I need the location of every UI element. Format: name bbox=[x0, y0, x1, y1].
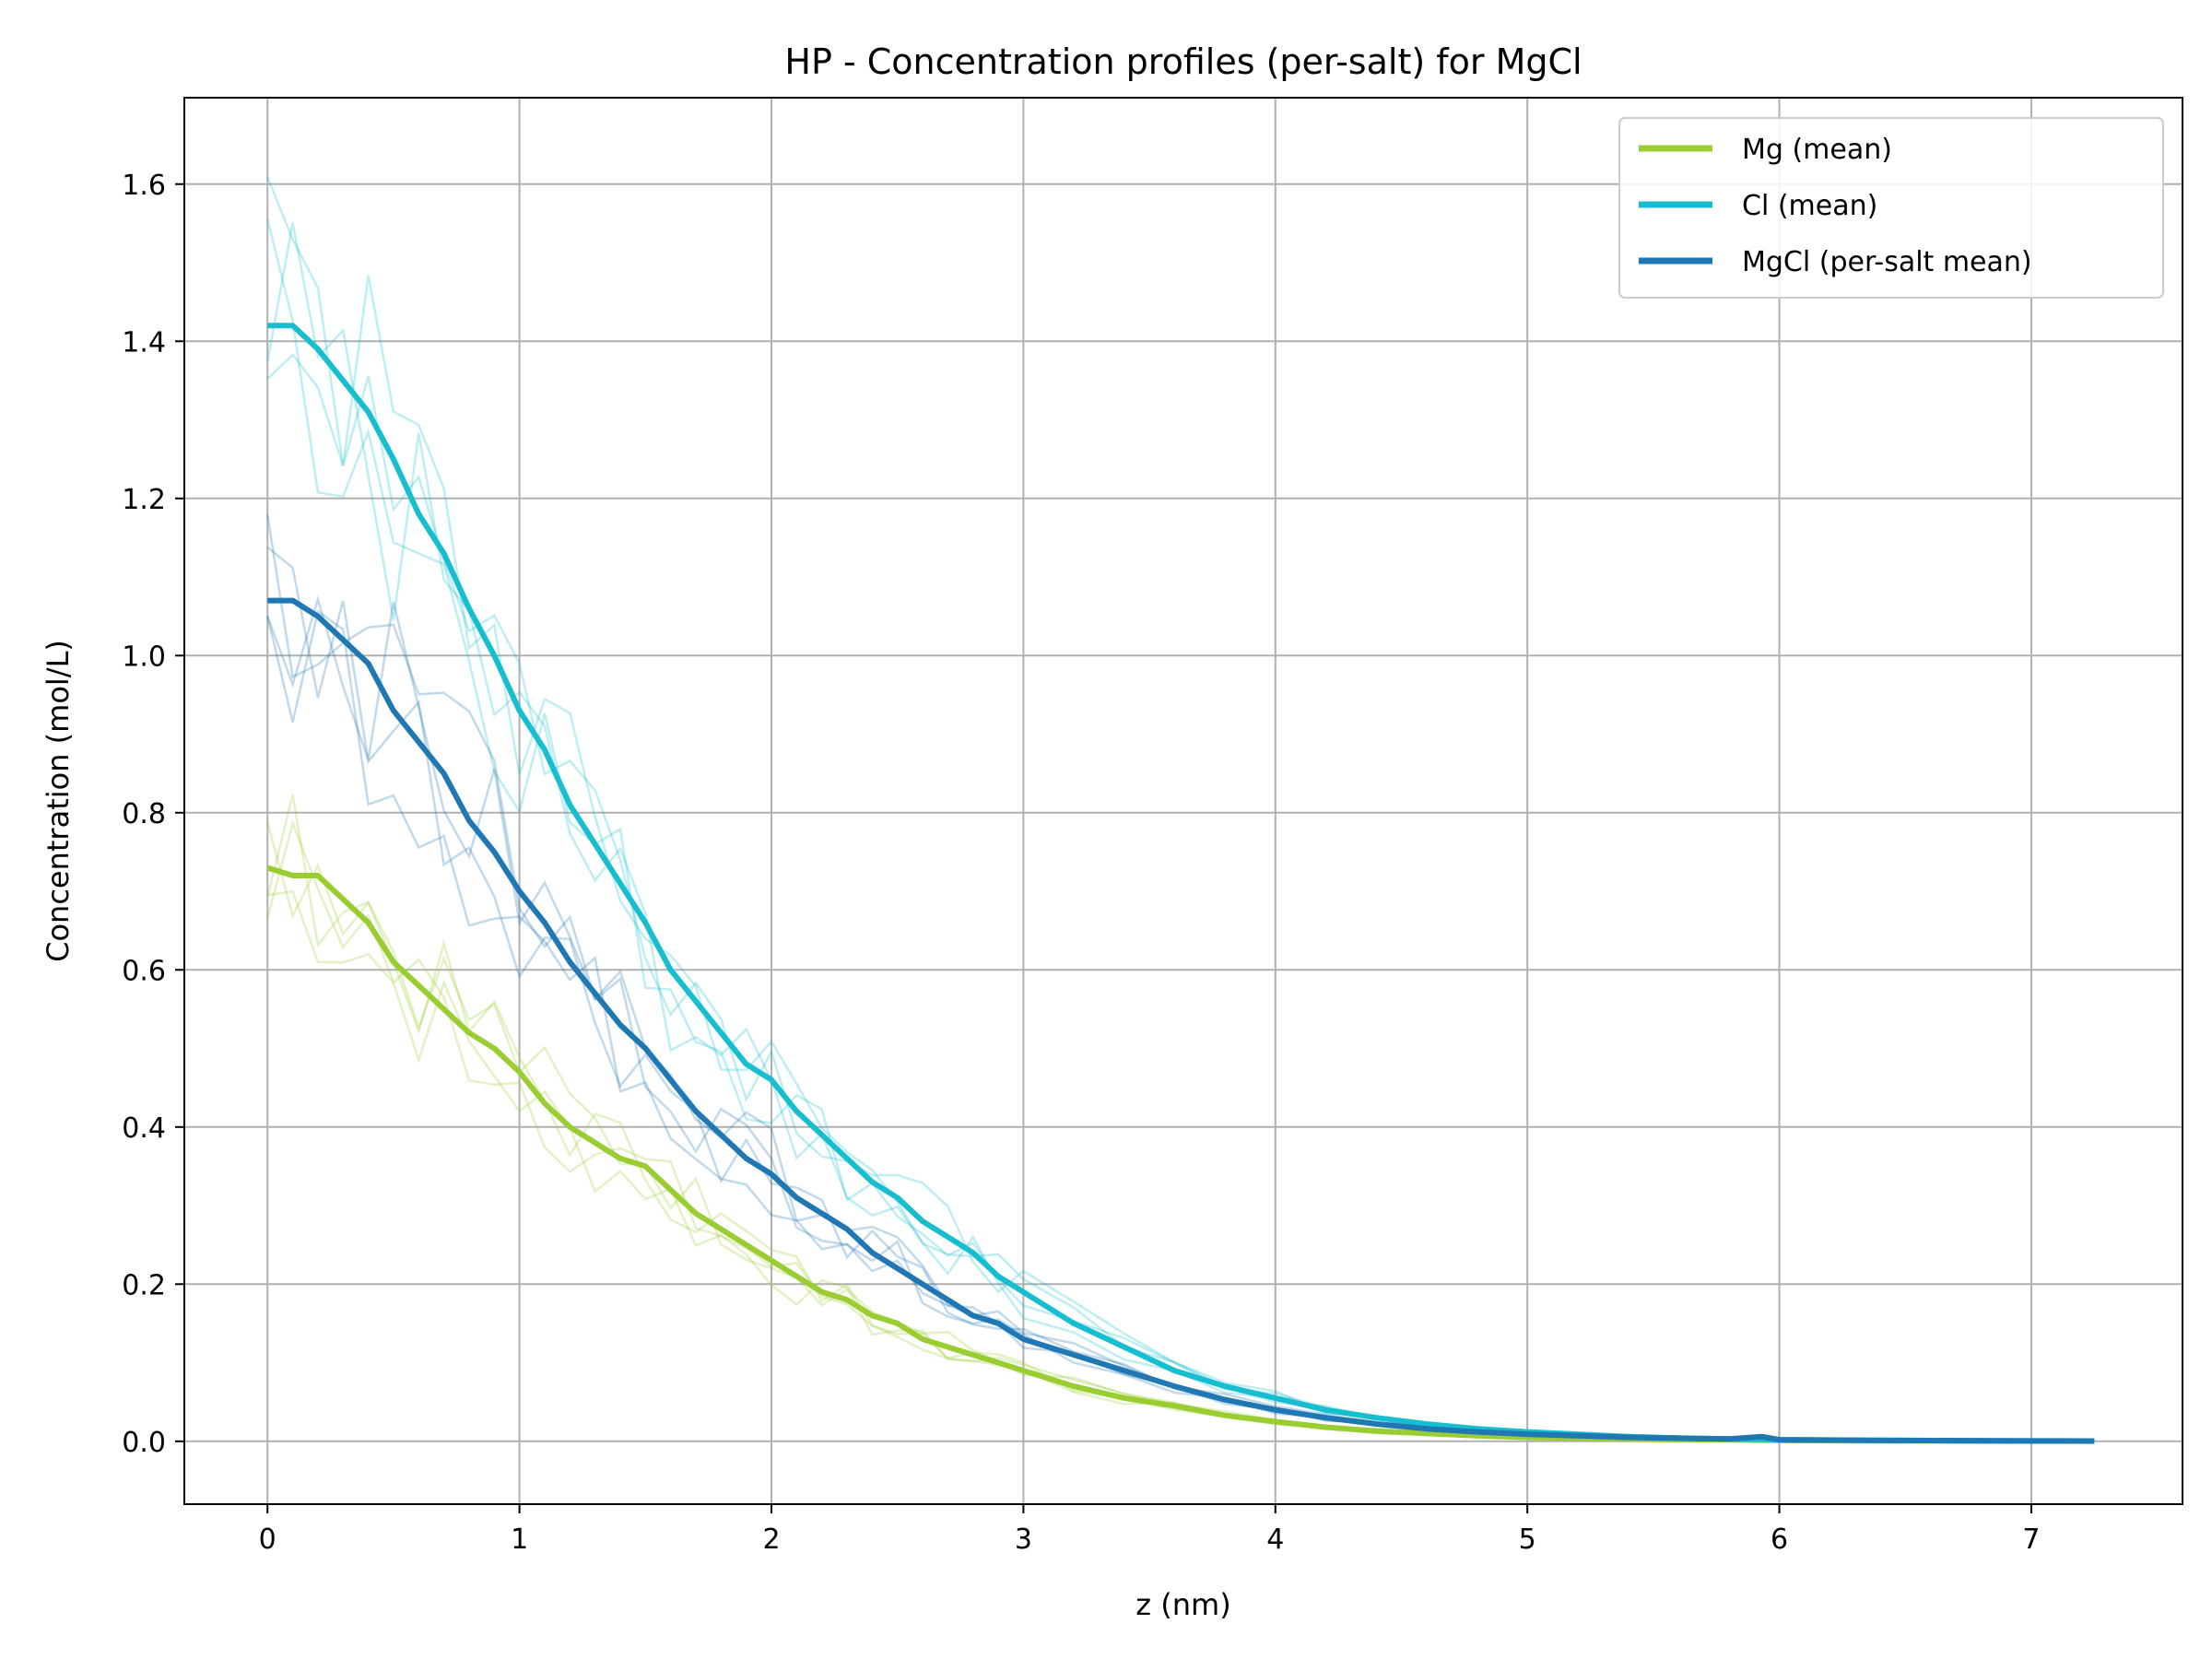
y-tick-label: 0.2 bbox=[122, 1269, 166, 1301]
x-tick-label: 7 bbox=[2022, 1524, 2040, 1556]
x-tick-label: 0 bbox=[259, 1524, 276, 1556]
legend: Mg (mean) Cl (mean) MgCl (per-salt mean) bbox=[1618, 117, 2164, 299]
x-tick-label: 5 bbox=[1519, 1524, 1536, 1556]
legend-label-cl: Cl (mean) bbox=[1742, 190, 1877, 222]
replicate-line-series-2 bbox=[265, 514, 1679, 1441]
y-tick-label: 0.0 bbox=[122, 1427, 166, 1459]
legend-box bbox=[1618, 117, 2164, 299]
x-tick-label: 4 bbox=[1266, 1524, 1284, 1556]
y-tick-label: 0.6 bbox=[122, 955, 166, 987]
x-tick-label: 6 bbox=[1771, 1524, 1788, 1556]
series-lines bbox=[266, 323, 2095, 1444]
x-axis-label: z (nm) bbox=[1135, 1587, 1230, 1622]
y-tick-label: 1.4 bbox=[122, 326, 166, 359]
chart-title: HP - Concentration profiles (per-salt) f… bbox=[784, 41, 1582, 82]
y-tick-label: 1.2 bbox=[122, 484, 166, 516]
x-axis-ticks: 0 1 2 3 4 5 6 7 bbox=[259, 1504, 2041, 1556]
plot-frame bbox=[183, 97, 2183, 1505]
legend-label-mgcl: MgCl (per-salt mean) bbox=[1742, 246, 2032, 278]
legend-label-mg: Mg (mean) bbox=[1742, 134, 1892, 166]
y-tick-label: 0.8 bbox=[122, 798, 166, 830]
y-axis-label: Concentration (mol/L) bbox=[41, 640, 76, 962]
mgcl-mean-line bbox=[267, 597, 2095, 1444]
grid-lines bbox=[184, 98, 2183, 1504]
y-axis-ticks: 0.0 0.2 0.4 0.6 0.8 1.0 1.2 1.4 1.6 bbox=[122, 170, 184, 1459]
y-tick-label: 0.4 bbox=[122, 1112, 166, 1145]
y-tick-label: 1.6 bbox=[122, 170, 166, 202]
x-tick-label: 1 bbox=[511, 1524, 528, 1556]
mg-mean-line bbox=[266, 865, 2095, 1444]
x-tick-label: 3 bbox=[1015, 1524, 1032, 1556]
y-tick-label: 1.0 bbox=[122, 641, 166, 673]
x-tick-label: 2 bbox=[762, 1524, 780, 1556]
